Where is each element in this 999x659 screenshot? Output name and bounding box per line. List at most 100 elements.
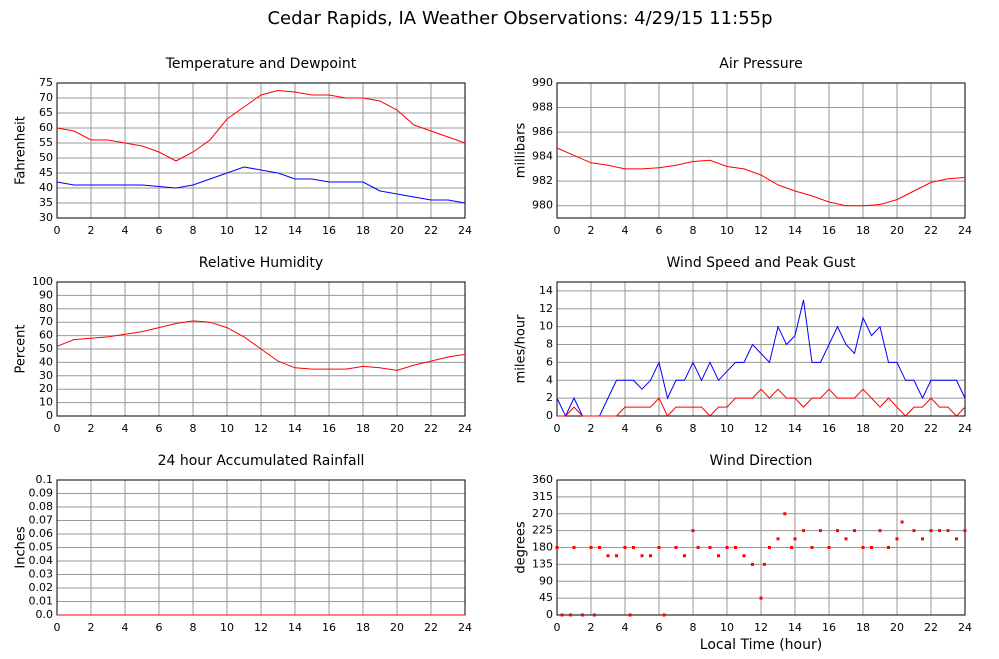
x-tick-label: 10: [720, 224, 734, 237]
y-tick-label: 360: [532, 473, 553, 486]
data-point: [861, 546, 865, 549]
x-tick-label: 20: [390, 224, 404, 237]
data-point: [572, 546, 576, 549]
chart-title: Wind Speed and Peak Gust: [667, 255, 856, 271]
y-tick-label: 0.03: [29, 568, 54, 581]
x-tick-label: 22: [424, 621, 438, 634]
chart-title: 24 hour Accumulated Rainfall: [158, 453, 365, 469]
data-point: [628, 613, 632, 617]
x-tick-label: 22: [924, 621, 938, 634]
x-tick-label: 2: [88, 224, 95, 237]
data-point: [649, 554, 652, 558]
x-tick-label: 2: [588, 224, 595, 237]
x-tick-label: 0: [554, 621, 561, 634]
data-point: [592, 613, 596, 617]
x-tick-label: 4: [622, 621, 629, 634]
data-point: [657, 546, 661, 549]
x-tick-label: 4: [122, 422, 129, 435]
x-tick-label: 20: [890, 621, 904, 634]
y-tick-label: 75: [39, 76, 53, 89]
x-tick-label: 22: [424, 224, 438, 237]
plot-frame: [556, 82, 966, 219]
y-tick-label: 135: [532, 557, 553, 570]
data-point: [895, 537, 899, 541]
chart-title: Temperature and Dewpoint: [165, 56, 357, 72]
x-tick-label: 6: [656, 224, 663, 237]
chart-title: Wind Direction: [710, 453, 813, 469]
y-tick-label: 70: [39, 91, 53, 104]
y-tick-label: 0.07: [29, 514, 54, 527]
data-point: [853, 529, 856, 533]
x-tick-label: 12: [254, 621, 268, 634]
data-point: [623, 546, 627, 549]
data-point: [717, 554, 720, 558]
y-tick-label: 10: [539, 320, 553, 333]
data-point: [790, 546, 794, 549]
x-tick-label: 6: [656, 621, 663, 634]
y-tick-label: 0.04: [29, 554, 54, 567]
data-point: [946, 529, 950, 533]
x-tick-label: 24: [458, 422, 472, 435]
x-tick-label: 0: [54, 224, 61, 237]
data-line: [56, 320, 466, 371]
data-point: [819, 529, 822, 533]
x-tick-label: 24: [458, 224, 472, 237]
y-axis-label: miles/hour: [514, 314, 529, 383]
x-tick-label: 2: [88, 621, 95, 634]
y-tick-label: 45: [39, 166, 53, 179]
x-tick-label: 18: [856, 422, 870, 435]
y-tick-label: 0: [46, 409, 53, 422]
y-tick-label: 40: [39, 355, 53, 368]
x-tick-label: 4: [122, 621, 129, 634]
y-tick-label: 60: [39, 329, 53, 342]
x-tick-label: 24: [958, 224, 972, 237]
data-point: [921, 537, 924, 541]
x-tick-label: 18: [356, 224, 370, 237]
data-line: [556, 299, 966, 418]
y-tick-label: 0.05: [29, 541, 54, 554]
x-tick-label: 24: [958, 422, 972, 435]
data-line: [557, 388, 966, 417]
y-tick-label: 100: [32, 275, 53, 288]
x-tick-label: 6: [156, 422, 163, 435]
y-tick-label: 270: [532, 507, 553, 520]
y-tick-label: 30: [39, 369, 53, 382]
data-point: [708, 546, 712, 549]
data-point: [598, 546, 601, 549]
data-point: [674, 546, 678, 549]
data-point: [725, 546, 729, 549]
x-tick-label: 18: [356, 422, 370, 435]
y-tick-label: 0.09: [29, 487, 54, 500]
y-tick-label: 6: [546, 355, 553, 368]
y-tick-label: 12: [539, 302, 553, 315]
y-tick-label: 50: [39, 342, 53, 355]
x-tick-label: 14: [288, 621, 302, 634]
data-point: [878, 529, 882, 533]
y-tick-label: 70: [39, 315, 53, 328]
x-tick-label: 8: [690, 621, 697, 634]
data-line: [556, 147, 966, 207]
data-point: [836, 529, 839, 533]
x-tick-label: 16: [822, 621, 836, 634]
x-tick-label: 10: [220, 422, 234, 435]
y-tick-label: 2: [546, 391, 553, 404]
data-line: [56, 166, 466, 204]
data-point: [734, 546, 737, 549]
x-tick-label: 0: [554, 224, 561, 237]
y-axis-label: millibars: [514, 123, 529, 179]
data-point: [615, 554, 618, 558]
y-axis-label: Fahrenheit: [14, 116, 29, 185]
data-point: [691, 529, 695, 533]
y-tick-label: 0.1: [36, 473, 54, 486]
data-point: [955, 537, 958, 541]
y-tick-label: 40: [39, 181, 53, 194]
x-tick-label: 12: [254, 422, 268, 435]
x-tick-label: 14: [788, 422, 802, 435]
data-point: [589, 546, 593, 549]
data-point: [569, 613, 573, 617]
y-tick-label: 55: [39, 136, 53, 149]
x-tick-label: 14: [788, 224, 802, 237]
x-tick-label: 8: [690, 422, 697, 435]
x-tick-label: 8: [190, 422, 197, 435]
